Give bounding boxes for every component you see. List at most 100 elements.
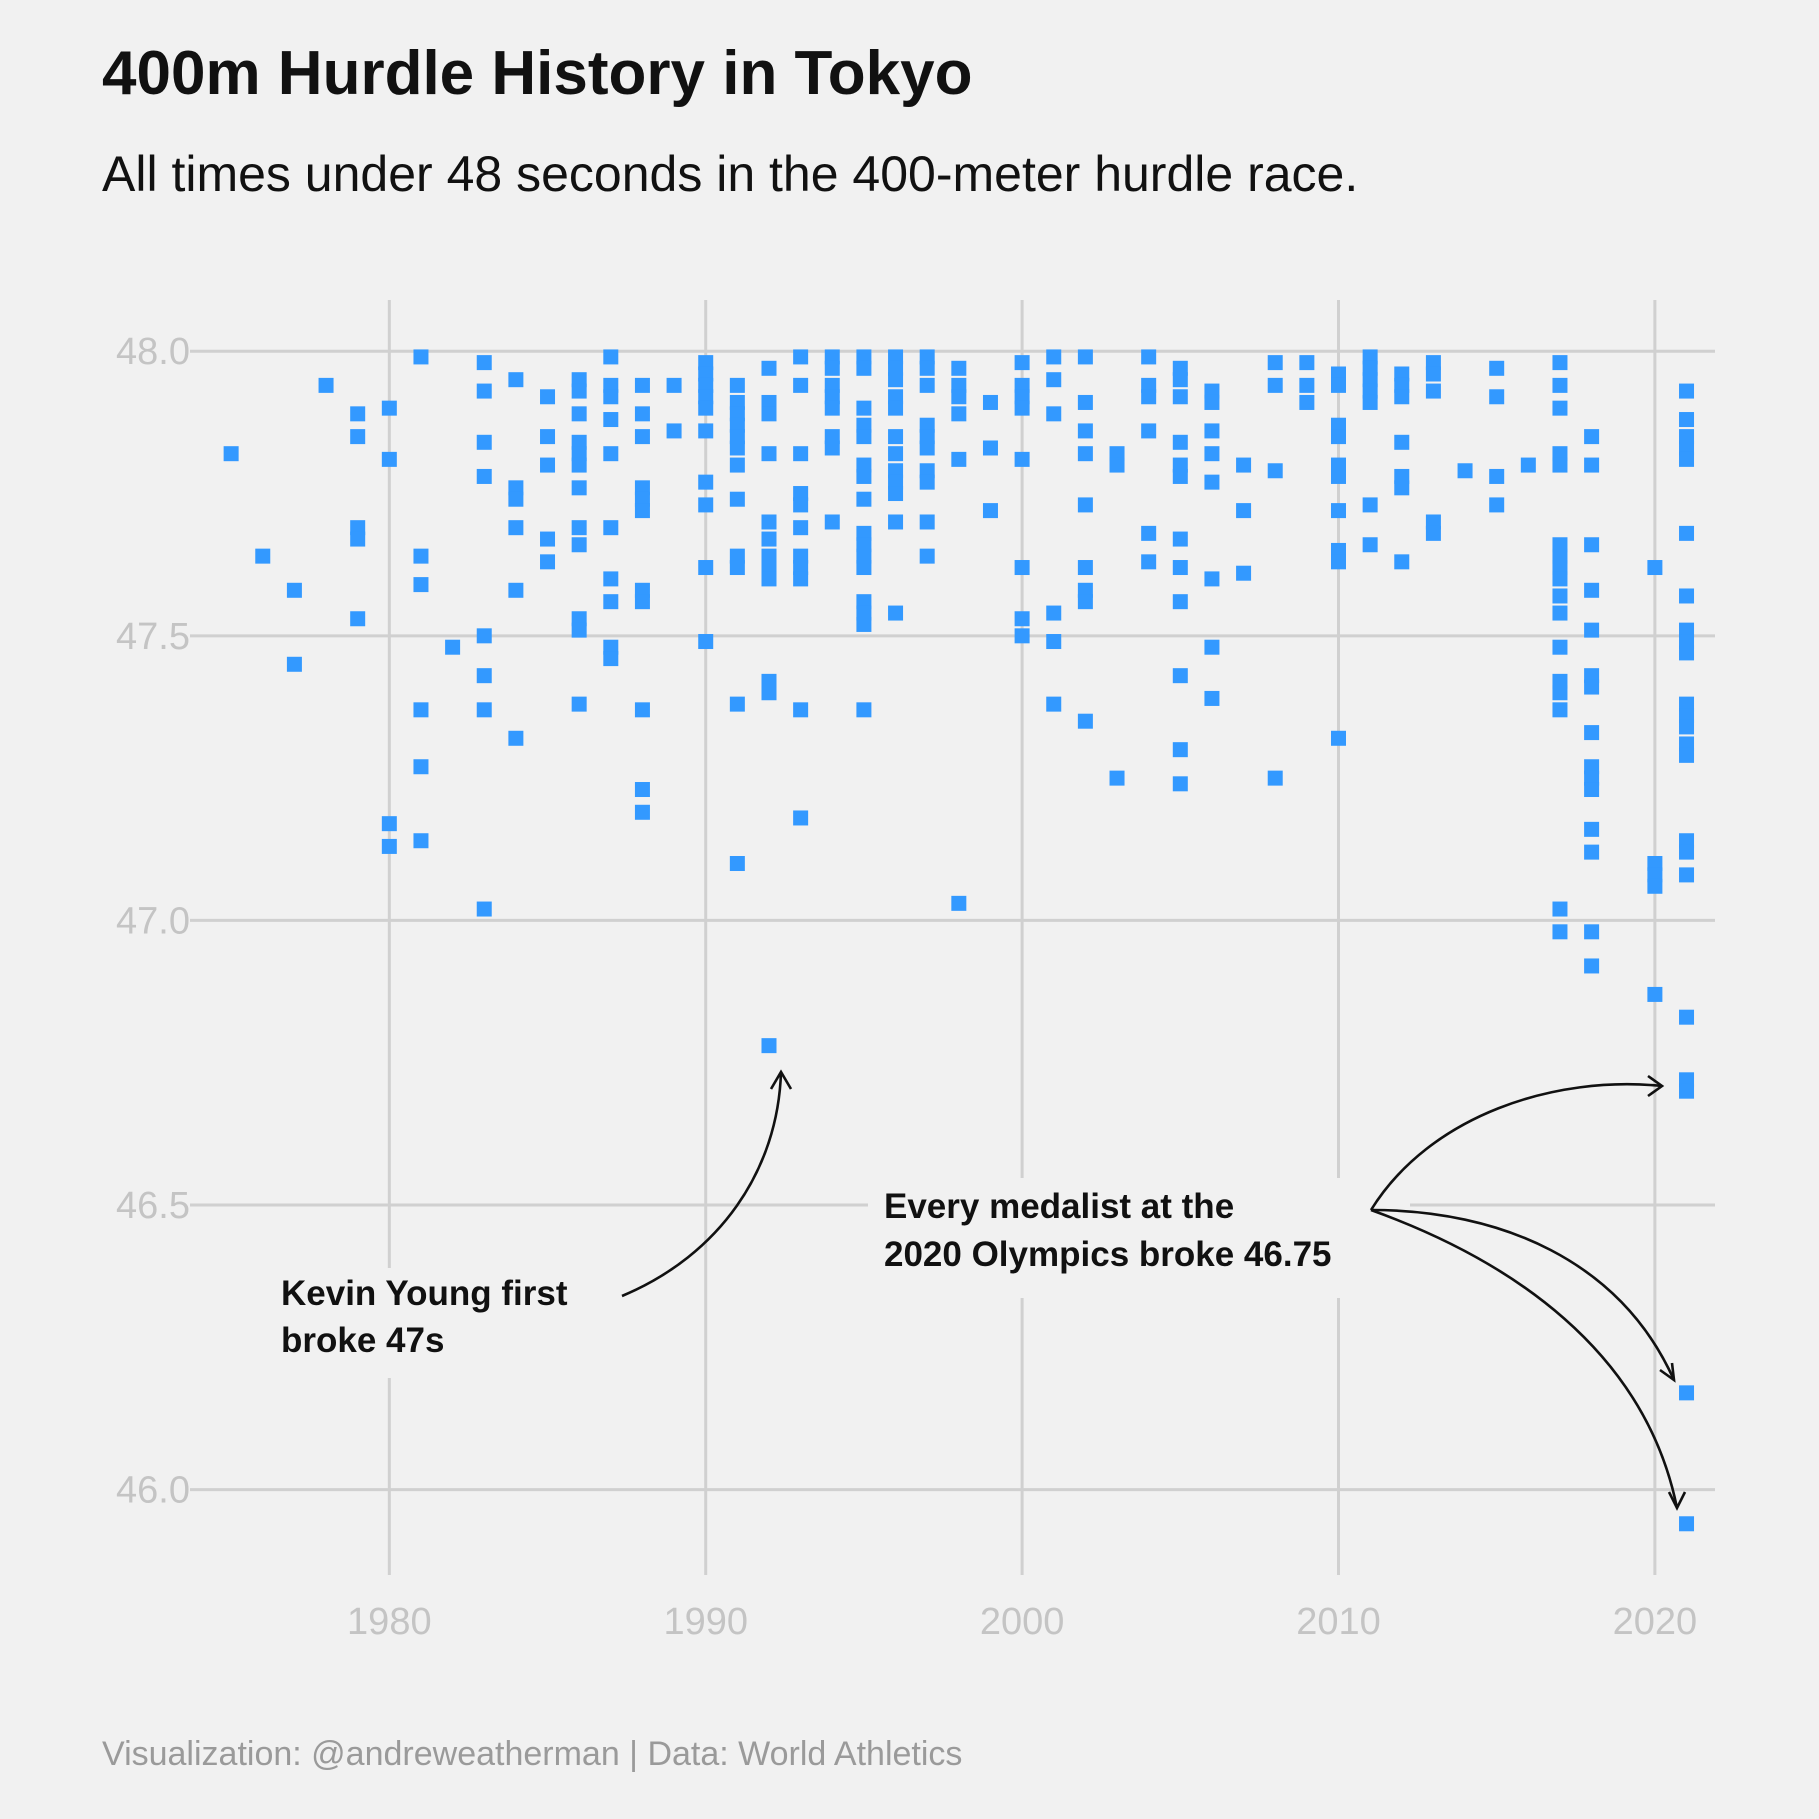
data-point [1109,446,1125,462]
arrow-kevin-young [621,1071,783,1298]
annotation-kevin-young-background [254,1268,640,1378]
data-point [824,400,840,416]
data-point [1679,747,1695,763]
data-point [603,594,619,610]
data-point [476,355,492,371]
data-point [1647,986,1663,1002]
data-point [603,446,619,462]
data-point [223,446,239,462]
data-point [508,582,524,598]
data-point [1394,434,1410,450]
data-point [1141,349,1157,365]
data-point [286,656,302,672]
y-tick-label: 47.0 [116,900,190,942]
data-point [919,474,935,490]
data-point [508,372,524,388]
data-point [1077,394,1093,410]
data-point [1679,525,1695,541]
data-point [634,480,650,496]
data-point [919,548,935,564]
data-point [571,537,587,553]
data-point [1552,537,1568,553]
data-point [571,383,587,399]
data-point [571,480,587,496]
data-point [1584,924,1600,940]
data-point [1141,389,1157,405]
arrow-medalist-3-head [1667,1491,1687,1511]
data-point [1172,434,1188,450]
data-point [1584,770,1600,786]
data-point [1362,372,1378,388]
data-point [1679,634,1695,650]
data-point [856,457,872,473]
data-point [888,514,904,530]
data-point [1077,594,1093,610]
data-point [1172,389,1188,405]
data-point [729,406,745,422]
data-point [413,548,429,564]
y-tick-label: 47.5 [116,616,190,658]
data-point [793,446,809,462]
data-point [381,838,397,854]
data-point [1204,571,1220,587]
data-point [1679,1516,1695,1532]
data-point [634,406,650,422]
data-point [698,355,714,371]
data-point [1394,377,1410,393]
arrow-medalist-1 [1369,1082,1663,1211]
data-point [571,446,587,462]
data-point [951,360,967,376]
data-point [1299,377,1315,393]
data-point [571,520,587,536]
data-point [540,554,556,570]
data-point [476,468,492,484]
data-point [698,366,714,382]
data-point [793,377,809,393]
data-point [1552,702,1568,718]
data-point [1679,833,1695,849]
data-point [1425,514,1441,530]
y-tick-label: 46.5 [116,1185,190,1227]
data-point [1425,525,1441,541]
data-point [1330,554,1346,570]
data-point [1330,730,1346,746]
data-point [1014,611,1030,627]
data-point [1362,383,1378,399]
data-point [1362,394,1378,410]
data-point [856,417,872,433]
data-point [856,702,872,718]
data-point [793,349,809,365]
data-point [729,429,745,445]
data-point [824,360,840,376]
data-point [698,634,714,650]
data-point [1362,497,1378,513]
data-point [1394,389,1410,405]
data-point [603,651,619,667]
data-point [856,525,872,541]
data-point [729,440,745,456]
data-point [729,696,745,712]
data-point [761,446,777,462]
data-point [413,577,429,593]
data-point [729,491,745,507]
data-point [1046,605,1062,621]
data-point [1457,463,1473,479]
data-point [476,668,492,684]
data-point [1172,560,1188,576]
data-point [1330,503,1346,519]
data-point [1552,673,1568,689]
data-point [571,457,587,473]
data-point [1267,355,1283,371]
data-point [1647,867,1663,883]
data-point [1172,668,1188,684]
data-point [951,406,967,422]
data-point [1014,400,1030,416]
data-point [856,560,872,576]
data-point [1330,417,1346,433]
data-point [1679,622,1695,638]
data-point [603,349,619,365]
data-point [1141,377,1157,393]
data-point [888,474,904,490]
data-point [634,702,650,718]
data-point [919,360,935,376]
